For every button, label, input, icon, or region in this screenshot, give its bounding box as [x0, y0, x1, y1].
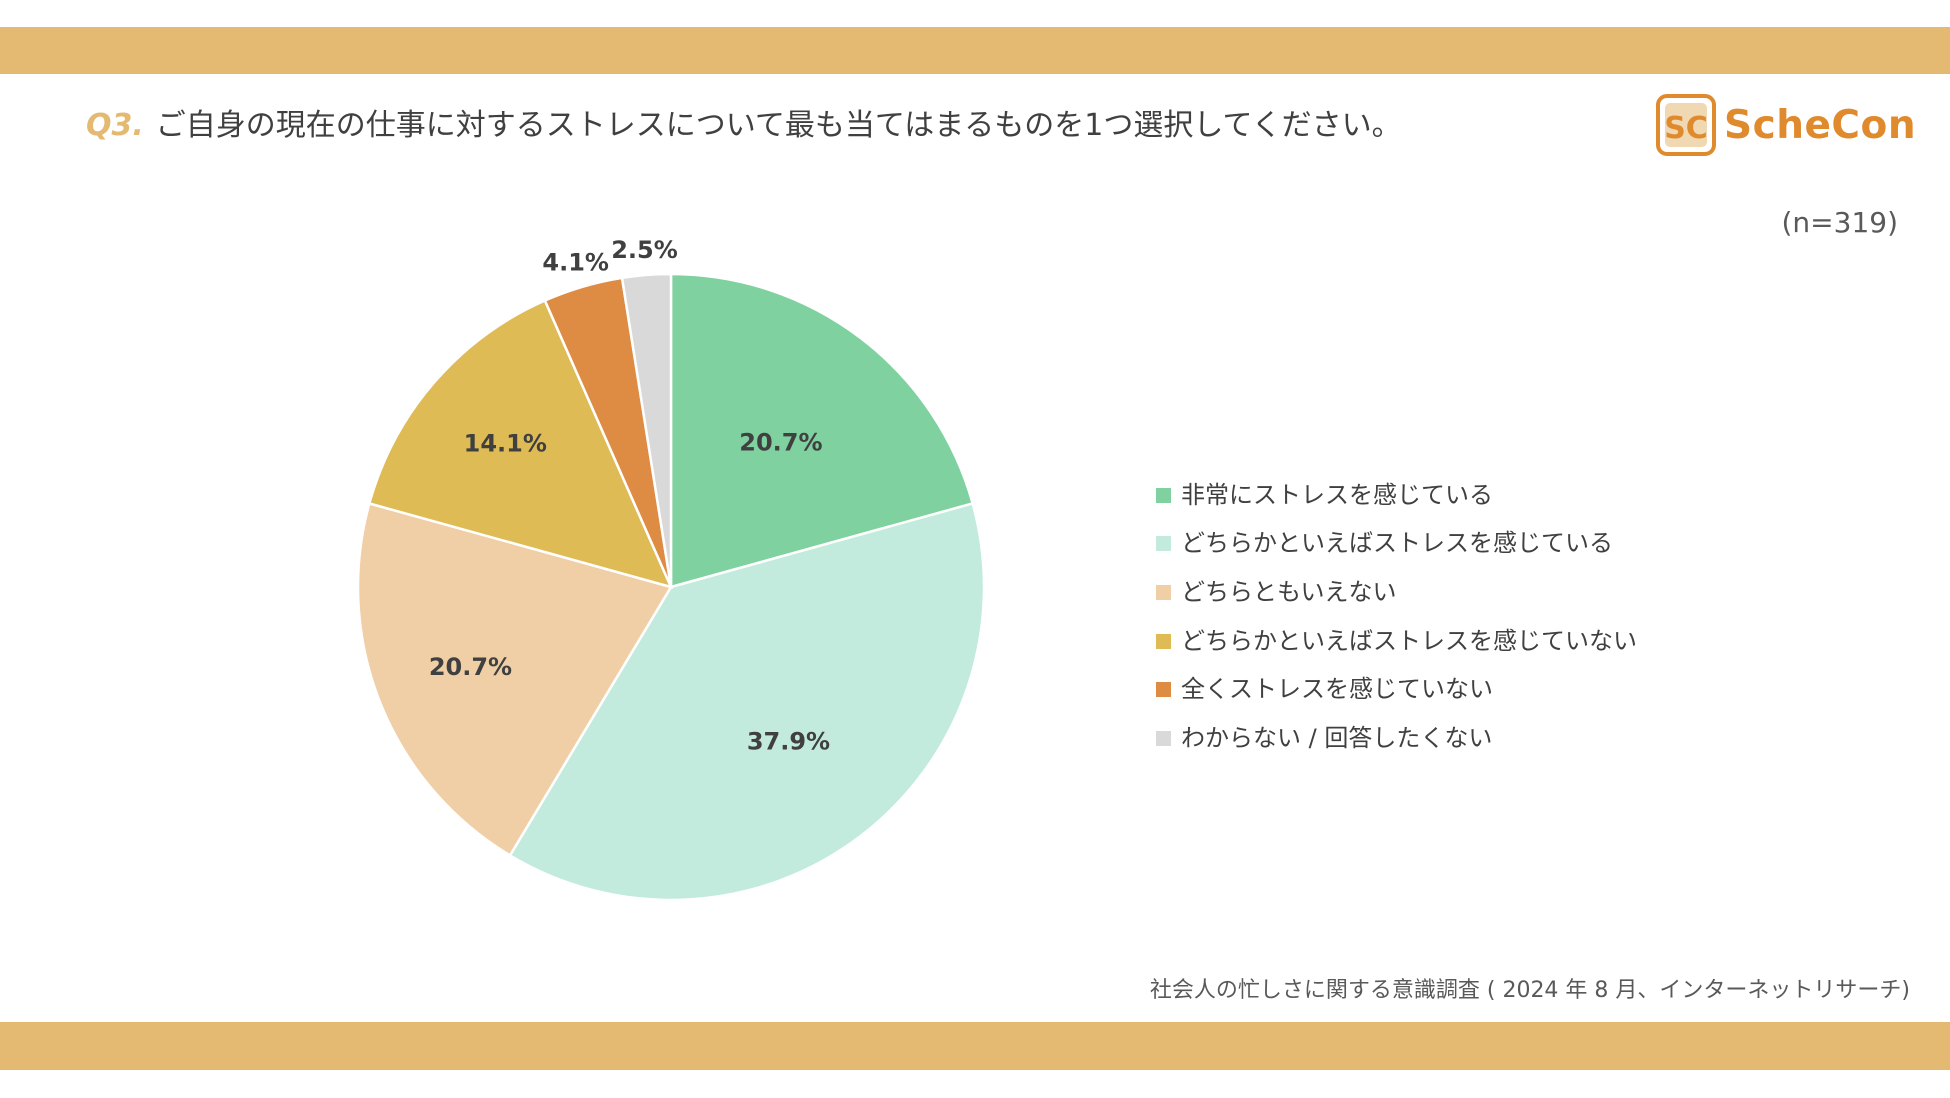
bottom-accent-band — [0, 1022, 1950, 1070]
legend-swatch — [1156, 584, 1171, 600]
legend-item: 非常にストレスを感じている — [1156, 468, 1637, 517]
source-note: 社会人の忙しさに関する意識調査 ( 2024 年 8 月、インターネットリサーチ… — [1149, 978, 1910, 1003]
pie-slice — [620, 272, 673, 588]
legend-label: どちらかといえばストレスを感じていない — [1181, 626, 1637, 655]
legend-swatch — [1156, 487, 1171, 503]
slice-data-label: 37.9% — [747, 727, 830, 755]
legend-item: どちらかといえばストレスを感じていない — [1156, 614, 1637, 663]
question-heading: Q3. ご自身の現在の仕事に対するストレスについて最も当てはまるものを1つ選択して… — [86, 104, 1402, 148]
pie-slice — [508, 501, 986, 902]
schecon-logo: SC ScheCon — [1656, 94, 1916, 156]
logo-text: ScheCon — [1724, 102, 1917, 148]
logo-mark-icon: SC — [1656, 94, 1716, 156]
legend-label: どちらともいえない — [1181, 577, 1397, 606]
pie-chart: 20.7% 37.9% 20.7% 14.1% 4.1% 2.5% — [300, 225, 1000, 929]
legend-swatch — [1156, 682, 1171, 698]
question-number: Q3. — [86, 108, 144, 143]
pie-slice — [669, 272, 975, 589]
sample-size: (n=319) — [1781, 206, 1899, 239]
legend-swatch — [1156, 730, 1171, 746]
logo-mark-text: SC — [1664, 111, 1708, 146]
legend-label: わからない / 回答したくない — [1181, 723, 1493, 752]
pie-slice — [356, 501, 673, 858]
question-text: ご自身の現在の仕事に対するストレスについて最も当てはまるものを1つ選択してくださ… — [155, 108, 1402, 143]
pie-chart-svg: 20.7% 37.9% 20.7% 14.1% 4.1% 2.5% — [356, 236, 986, 902]
slice-data-label: 4.1% — [542, 249, 609, 277]
slice-data-label: 20.7% — [739, 429, 822, 457]
chart-legend: 非常にストレスを感じているどちらかといえばストレスを感じている どちらともいえない… — [1156, 468, 1637, 760]
legend-label: 全くストレスを感じていない — [1181, 675, 1493, 704]
legend-label: 非常にストレスを感じている — [1181, 480, 1493, 509]
legend-item: 全くストレスを感じていない — [1156, 662, 1637, 711]
slice-data-label: 14.1% — [464, 430, 547, 458]
legend-item: どちらともいえない — [1156, 565, 1637, 614]
legend-swatch — [1156, 633, 1171, 649]
slice-data-label: 20.7% — [429, 653, 512, 681]
legend-item: どちらかといえばストレスを感じている — [1156, 517, 1637, 566]
top-accent-band — [0, 27, 1950, 74]
pie-slice — [367, 298, 674, 589]
legend-swatch — [1156, 536, 1171, 552]
legend-label: どちらかといえばストレスを感じている — [1181, 529, 1613, 558]
legend-item: わからない / 回答したくない — [1156, 711, 1637, 760]
slice-data-label: 2.5% — [611, 236, 678, 264]
